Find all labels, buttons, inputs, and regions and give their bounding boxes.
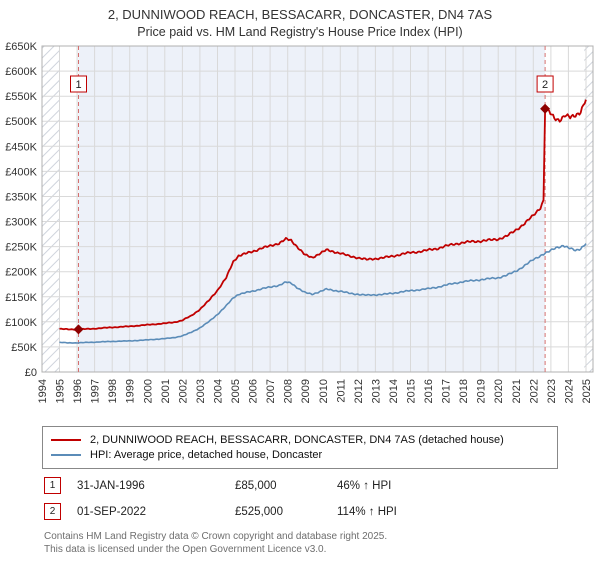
svg-text:1: 1 — [75, 79, 81, 91]
svg-text:£300K: £300K — [5, 217, 37, 229]
svg-text:2017: 2017 — [441, 379, 453, 403]
svg-text:2012: 2012 — [353, 379, 365, 403]
svg-text:£50K: £50K — [11, 342, 37, 354]
svg-text:2002: 2002 — [177, 379, 189, 403]
sale-2-marker-badge: 2 — [44, 503, 61, 520]
svg-text:£0: £0 — [25, 367, 37, 379]
sale-2-price: £525,000 — [235, 505, 283, 518]
red-line-sample — [51, 439, 81, 441]
legend-label-property: 2, DUNNIWOOD REACH, BESSACARR, DONCASTER… — [90, 434, 504, 446]
svg-text:2006: 2006 — [248, 379, 260, 403]
svg-text:2016: 2016 — [423, 379, 435, 403]
legend-label-hpi: HPI: Average price, detached house, Donc… — [90, 449, 323, 461]
svg-text:2023: 2023 — [546, 379, 558, 403]
svg-text:1997: 1997 — [90, 379, 102, 403]
page-title: 2, DUNNIWOOD REACH, BESSACARR, DONCASTER… — [107, 7, 493, 22]
svg-text:£500K: £500K — [5, 116, 37, 128]
sale-1-hpi-delta: 46% ↑ HPI — [337, 479, 392, 492]
svg-text:£200K: £200K — [5, 267, 37, 279]
footer: Contains HM Land Registry data © Crown c… — [44, 530, 600, 556]
sale-row-1: 1 31-JAN-1996 £85,000 46% ↑ HPI — [44, 477, 600, 494]
svg-text:1994: 1994 — [37, 379, 49, 403]
svg-text:2018: 2018 — [458, 379, 470, 403]
legend-item-property: 2, DUNNIWOOD REACH, BESSACARR, DONCASTER… — [51, 434, 549, 446]
price-history-chart: 1 2 £0 £50K £100K £150K £200K £250K £300K £350K £4… — [0, 40, 600, 422]
svg-text:2013: 2013 — [370, 379, 382, 403]
sale-2-hpi-delta: 114% ↑ HPI — [337, 505, 397, 518]
sale-row-2: 2 01-SEP-2022 £525,000 114% ↑ HPI — [44, 503, 600, 520]
svg-text:£150K: £150K — [5, 292, 37, 304]
svg-text:2005: 2005 — [230, 379, 242, 403]
svg-text:2015: 2015 — [406, 379, 418, 403]
svg-text:2: 2 — [542, 79, 548, 91]
svg-text:1999: 1999 — [125, 379, 137, 403]
legend-item-hpi: HPI: Average price, detached house, Donc… — [51, 449, 549, 461]
svg-text:2019: 2019 — [476, 379, 488, 403]
svg-text:2011: 2011 — [335, 379, 347, 403]
svg-text:2025: 2025 — [581, 379, 593, 403]
svg-text:2001: 2001 — [160, 379, 172, 403]
svg-text:2020: 2020 — [493, 379, 505, 403]
svg-text:£400K: £400K — [5, 166, 37, 178]
svg-text:2021: 2021 — [511, 379, 523, 403]
svg-text:2000: 2000 — [142, 379, 154, 403]
sale-2-date: 01-SEP-2022 — [77, 505, 147, 518]
sales-table: 1 31-JAN-1996 £85,000 46% ↑ HPI 2 01-SEP… — [0, 477, 600, 520]
svg-text:2009: 2009 — [300, 379, 312, 403]
page-subtitle: Price paid vs. HM Land Registry's House … — [137, 25, 463, 39]
svg-text:£450K: £450K — [5, 141, 37, 153]
svg-text:£250K: £250K — [5, 242, 37, 254]
svg-text:£100K: £100K — [5, 317, 37, 329]
sale-1-price: £85,000 — [235, 479, 277, 492]
svg-text:2022: 2022 — [528, 379, 540, 403]
footer-copyright: Contains HM Land Registry data © Crown c… — [44, 531, 388, 542]
svg-text:£350K: £350K — [5, 192, 37, 204]
svg-text:2010: 2010 — [318, 379, 330, 403]
footer-licence: This data is licensed under the Open Gov… — [44, 544, 327, 555]
chart-legend: 2, DUNNIWOOD REACH, BESSACARR, DONCASTER… — [42, 426, 558, 469]
svg-text:1996: 1996 — [72, 379, 84, 403]
chart-page: 2, DUNNIWOOD REACH, BESSACARR, DONCASTER… — [0, 7, 600, 556]
svg-text:2024: 2024 — [563, 379, 575, 403]
sale-1-marker-badge: 1 — [44, 477, 61, 494]
svg-text:£600K: £600K — [5, 66, 37, 78]
svg-text:£550K: £550K — [5, 91, 37, 103]
svg-text:2008: 2008 — [283, 379, 295, 403]
blue-line-sample — [51, 454, 81, 456]
svg-text:2004: 2004 — [213, 379, 225, 403]
svg-text:2007: 2007 — [265, 379, 277, 403]
svg-text:1998: 1998 — [107, 379, 119, 403]
svg-text:£650K: £650K — [5, 41, 37, 53]
svg-text:2014: 2014 — [388, 379, 400, 403]
svg-text:1995: 1995 — [55, 379, 67, 403]
sale-1-date: 31-JAN-1996 — [77, 479, 145, 492]
svg-text:2003: 2003 — [195, 379, 207, 403]
